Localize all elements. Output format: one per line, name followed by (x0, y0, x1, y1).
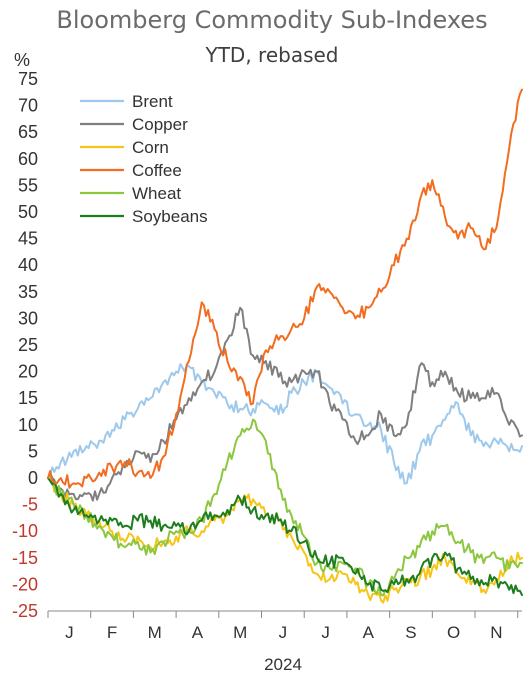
chart-title: Bloomberg Commodity Sub-Indexes (56, 6, 487, 34)
x-tick-label: F (107, 623, 117, 642)
y-tick-label: 55 (18, 175, 38, 195)
legend-label-coffee: Coffee (132, 161, 182, 180)
series-line-soybeans (47, 477, 523, 596)
y-tick-label: 25 (18, 335, 38, 355)
y-tick-label: 50 (18, 202, 38, 222)
y-tick-label: 75 (18, 69, 38, 89)
x-tick-label: J (321, 623, 330, 642)
series-line-corn (47, 477, 523, 604)
x-tick-label: M (233, 623, 247, 642)
y-axis-ticks: 757065605550454035302520151050-5-10-15-2… (12, 69, 38, 621)
y-tick-label: 20 (18, 362, 38, 382)
x-tick-label: J (65, 623, 74, 642)
x-tick-label: A (192, 623, 204, 642)
y-tick-label: 15 (18, 388, 38, 408)
y-tick-label: 60 (18, 149, 38, 169)
series-line-copper (47, 306, 523, 502)
legend-label-wheat: Wheat (132, 184, 181, 203)
x-tick-label: O (447, 623, 460, 642)
y-tick-label: 45 (18, 229, 38, 249)
y-tick-label: 0 (28, 468, 38, 488)
y-tick-label: 40 (18, 255, 38, 275)
legend-label-corn: Corn (132, 138, 169, 157)
legend: Brent Copper Corn Coffee Wheat Soybeans (80, 92, 208, 226)
legend-label-copper: Copper (132, 115, 188, 134)
chart-subtitle: YTD, rebased (204, 43, 338, 67)
y-tick-label: -15 (12, 548, 38, 568)
x-tick-label: A (363, 623, 375, 642)
y-tick-label: 5 (28, 441, 38, 461)
y-tick-label: -25 (12, 601, 38, 621)
y-axis-unit-label: % (14, 50, 30, 70)
x-axis-label: 2024 (264, 655, 302, 674)
y-tick-label: 70 (18, 96, 38, 116)
series-line-wheat (47, 418, 523, 597)
y-tick-label: 10 (18, 415, 38, 435)
x-tick-label: N (490, 623, 502, 642)
y-tick-label: 35 (18, 282, 38, 302)
y-tick-label: -5 (22, 495, 38, 515)
x-axis (47, 610, 522, 618)
x-tick-label: S (405, 623, 416, 642)
legend-label-soybeans: Soybeans (132, 207, 208, 226)
y-tick-label: -10 (12, 521, 38, 541)
series-line-brent (47, 363, 523, 485)
series-line-coffee (47, 88, 523, 489)
series-layer (47, 88, 523, 604)
y-tick-label: 30 (18, 308, 38, 328)
y-tick-label: -20 (12, 574, 38, 594)
x-tick-label: M (148, 623, 162, 642)
y-tick-label: 65 (18, 122, 38, 142)
x-tick-label: J (279, 623, 288, 642)
legend-label-brent: Brent (132, 92, 173, 111)
